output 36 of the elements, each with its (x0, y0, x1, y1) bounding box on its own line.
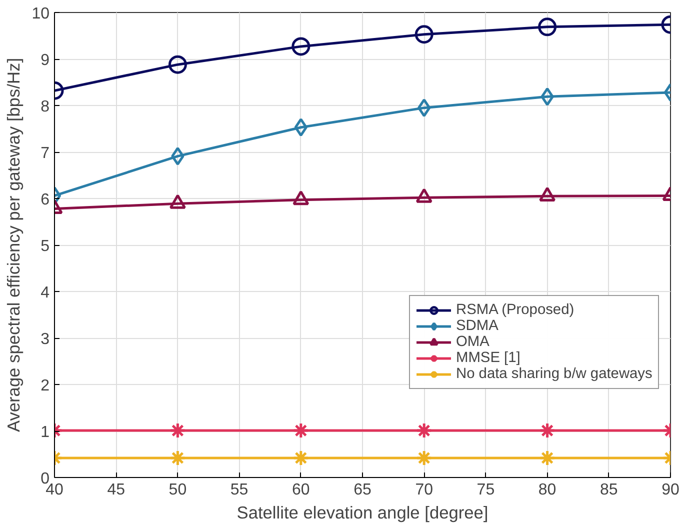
y-tick-label: 3 (40, 331, 50, 348)
y-tick-label: 0 (40, 470, 50, 488)
x-tick-label: 70 (415, 482, 434, 498)
y-tick-label: 8 (40, 98, 50, 116)
y-tick-label: 5 (40, 238, 50, 255)
x-tick-label: 45 (107, 482, 126, 498)
x-tick-label: 90 (662, 482, 680, 498)
x-tick-label: 75 (476, 482, 495, 498)
y-tick-label: 7 (40, 145, 50, 162)
point (294, 118, 308, 137)
legend-label: SDMA (456, 318, 498, 334)
y-tick-label: 1 (40, 424, 50, 441)
legend-label: RSMA (Proposed) (456, 302, 574, 318)
y-tick-label: 9 (40, 52, 50, 69)
y-tick-label: 10 (32, 6, 50, 22)
y-axis-title: Average spectral efficiency per gateway [bps/Hz] (4, 58, 24, 432)
point (414, 25, 434, 44)
point (292, 422, 310, 439)
point (292, 450, 310, 466)
y-tick-label: 6 (40, 192, 50, 208)
x-axis-title: Satellite elevation angle [degree] (236, 502, 488, 522)
legend-label: MMSE [1] (456, 350, 520, 366)
y-tick-label: 2 (40, 378, 50, 394)
x-tick-label: 85 (600, 482, 618, 498)
x-tick-label: 55 (230, 482, 248, 498)
point (416, 422, 432, 439)
x-tick-label: 65 (354, 482, 372, 498)
point (292, 37, 310, 56)
x-tick-label: 50 (168, 482, 187, 498)
legend-label: OMA (456, 334, 490, 350)
legend-label: No data sharing b/w gateways (456, 366, 652, 382)
x-tick-label: 80 (538, 482, 556, 498)
point (416, 450, 432, 466)
x-tick-label: 60 (292, 482, 310, 498)
point (418, 98, 431, 118)
y-tick-label: 4 (40, 284, 50, 302)
